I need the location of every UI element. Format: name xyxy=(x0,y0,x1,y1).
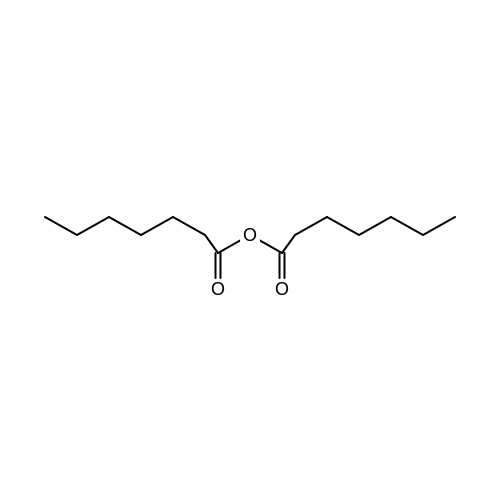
chemical-structure: O O O xyxy=(0,0,500,500)
bond-line xyxy=(218,240,241,253)
bond-line xyxy=(173,217,205,235)
bond-line xyxy=(359,217,391,235)
atom-label: O xyxy=(275,279,289,299)
atom-label: O xyxy=(243,225,257,245)
bond-line xyxy=(391,217,423,235)
bond-line xyxy=(295,217,327,235)
atom-label: O xyxy=(211,279,225,299)
bond-line xyxy=(423,217,455,235)
bond-line xyxy=(259,240,282,253)
bond-line xyxy=(205,235,218,253)
bond-line xyxy=(327,217,359,235)
bond-line xyxy=(141,217,173,235)
bond-line xyxy=(77,217,109,235)
bond-line xyxy=(45,217,77,235)
bond-line xyxy=(109,217,141,235)
bond-line xyxy=(282,235,295,253)
